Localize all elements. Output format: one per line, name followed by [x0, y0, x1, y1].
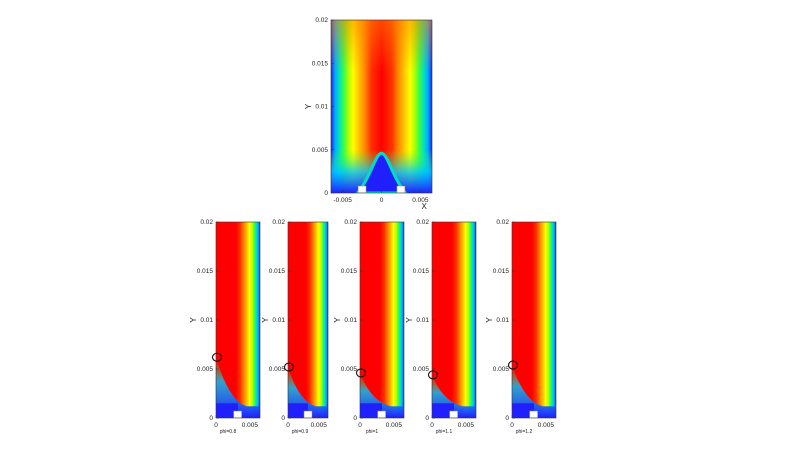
y-tick-label: 0.01 — [272, 317, 285, 324]
contour-field — [512, 222, 556, 418]
x-tick-label: 0 — [510, 422, 514, 429]
y-tick-label: 0 — [324, 190, 328, 197]
x-tick-label: 0 — [286, 422, 290, 429]
flame-anchor-marker — [355, 368, 367, 378]
contour-field — [216, 222, 260, 418]
y-tick-label: 0.02 — [344, 219, 357, 226]
y-tick-label: 0.02 — [416, 219, 429, 226]
x-tick-label: 0.005 — [412, 197, 429, 204]
y-axis-title: Y — [189, 317, 198, 323]
y-axis-title: Y — [261, 317, 270, 323]
y-tick-label: 0.015 — [341, 268, 358, 275]
y-tick-label: 0.01 — [344, 317, 357, 324]
contour-field — [360, 222, 404, 418]
x-tick-label: 0.005 — [386, 422, 403, 429]
y-axis-title: Y — [304, 103, 313, 109]
flame-anchor-marker — [211, 352, 223, 362]
y-tick-label: 0.01 — [315, 104, 328, 111]
flame-anchor-marker — [507, 360, 519, 370]
y-tick-label: 0.01 — [496, 317, 509, 324]
contour-field — [331, 20, 432, 193]
y-tick-label: 0.015 — [269, 268, 286, 275]
y-tick-label: 0 — [209, 415, 213, 422]
y-tick-label: 0 — [281, 415, 285, 422]
panel-subtitle: phi=1.1 — [436, 429, 453, 435]
y-tick-label: 0.015 — [413, 268, 430, 275]
x-tick-label: 0 — [358, 422, 362, 429]
inlet-block-right — [396, 185, 406, 193]
y-tick-label: 0.015 — [312, 60, 329, 67]
y-tick-label: 0.005 — [269, 366, 286, 373]
x-tick-label: 0 — [380, 197, 384, 204]
y-tick-label: 0 — [425, 415, 429, 422]
y-tick-label: 0.005 — [312, 147, 329, 154]
contour-field — [288, 222, 328, 418]
y-tick-label: 0.005 — [493, 366, 510, 373]
y-tick-label: 0.015 — [197, 268, 214, 275]
panel-subtitle: phi=0.9 — [292, 429, 309, 435]
x-axis-title: X — [422, 202, 428, 211]
panel-subtitle: phi=1 — [366, 429, 379, 435]
flame-anchor-marker — [283, 362, 295, 372]
y-tick-label: 0 — [353, 415, 357, 422]
x-tick-label: 0.005 — [311, 422, 328, 429]
x-tick-label: 0.005 — [458, 422, 475, 429]
y-axis-title: Y — [485, 317, 494, 323]
x-tick-label: 0 — [214, 422, 218, 429]
y-axis-title: Y — [405, 317, 414, 323]
y-tick-label: 0.02 — [272, 219, 285, 226]
flame-anchor-marker — [427, 370, 439, 380]
x-tick-label: 0 — [430, 422, 434, 429]
panel-subtitle: phi=1.2 — [516, 429, 533, 435]
y-tick-label: 0.02 — [315, 17, 328, 24]
inlet-block — [449, 410, 458, 418]
y-tick-label: 0.02 — [496, 219, 509, 226]
inlet-block — [233, 410, 242, 418]
y-tick-label: 0.005 — [341, 366, 358, 373]
x-tick-label: -0.005 — [333, 197, 352, 204]
inlet-block — [303, 410, 313, 418]
inlet-block — [529, 410, 538, 418]
inlet-block-left — [357, 185, 367, 193]
y-tick-label: 0.005 — [413, 366, 430, 373]
contour-field — [432, 222, 476, 418]
x-tick-label: 0.005 — [538, 422, 555, 429]
x-tick-label: 0.005 — [242, 422, 259, 429]
y-tick-label: 0 — [505, 415, 509, 422]
y-tick-label: 0.005 — [197, 366, 214, 373]
y-tick-label: 0.02 — [200, 219, 213, 226]
contour-panel-1: 0 0.005 0.01 0.015 0.02 -0.005 0 0.005 Y X — [304, 17, 433, 211]
y-tick-label: 0.015 — [493, 268, 510, 275]
y-tick-label: 0.01 — [200, 317, 213, 324]
inlet-block — [377, 410, 386, 418]
panel-subtitle: phi=0.8 — [220, 429, 237, 435]
y-tick-label: 0.01 — [416, 317, 429, 324]
y-axis-title: Y — [333, 317, 342, 323]
